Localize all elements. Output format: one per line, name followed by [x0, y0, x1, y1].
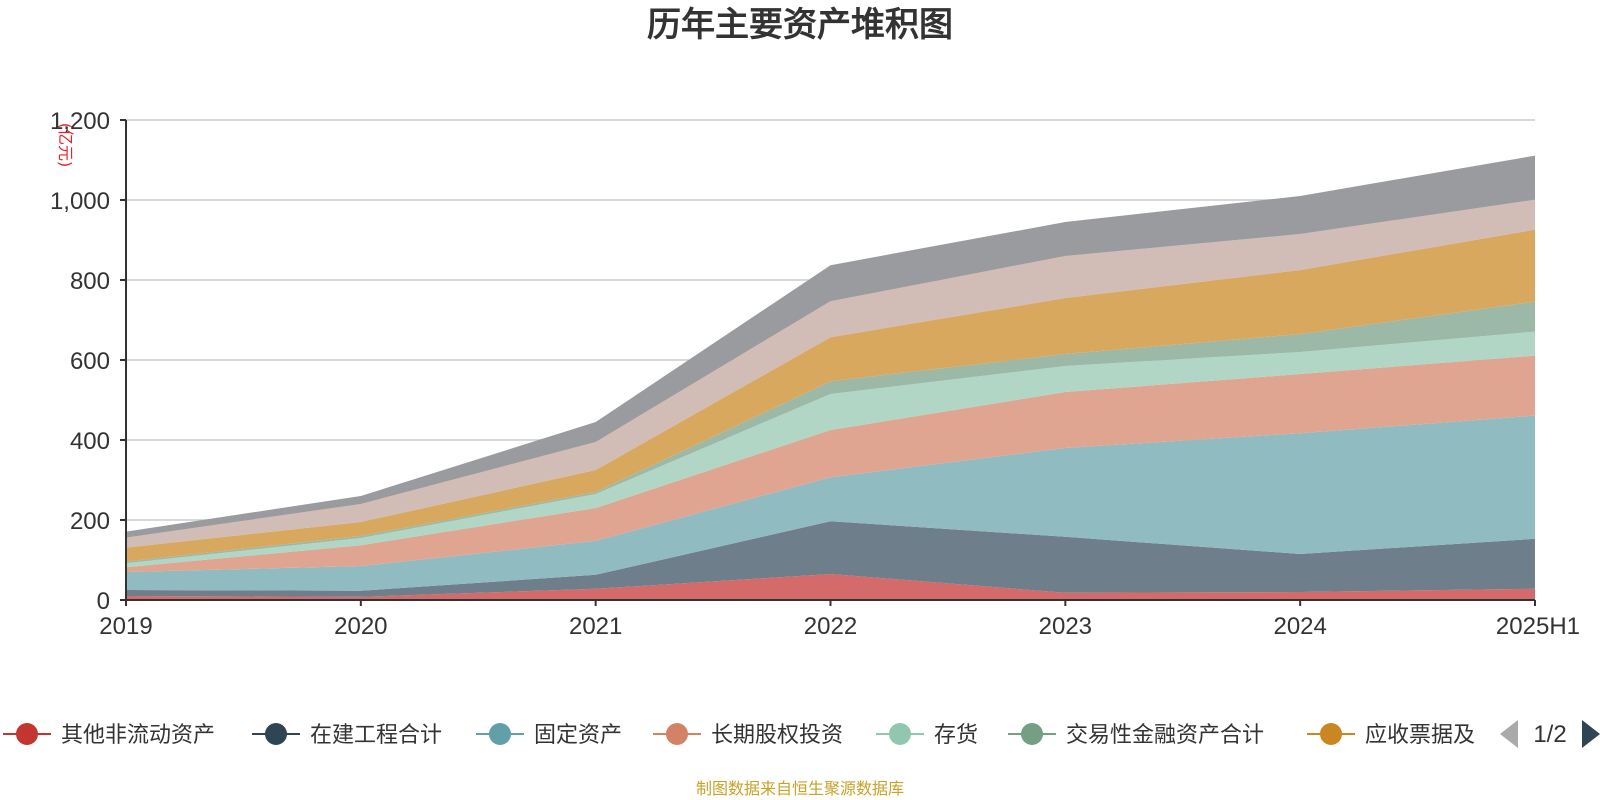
legend-item[interactable]: 应收票据及	[1307, 723, 1475, 748]
legend-prev-icon[interactable]	[1500, 720, 1518, 748]
area-series-9	[126, 155, 1535, 538]
area-series-4	[126, 355, 1535, 572]
legend-pager: 1/2	[1500, 720, 1600, 748]
x-tick-label: 2022	[804, 613, 857, 640]
axes	[120, 119, 1536, 606]
legend-page-indicator: 1/2	[1533, 721, 1566, 748]
data-source-note: 制图数据来自恒生聚源数据库	[696, 779, 904, 798]
legend-item[interactable]: 长期股权投资	[653, 723, 843, 748]
legend-marker-icon	[1320, 723, 1342, 745]
legend-label: 交易性金融资产合计	[1066, 723, 1264, 748]
y-tick-label: 200	[70, 508, 110, 535]
legend-item[interactable]: 在建工程合计	[252, 723, 442, 748]
legend-marker-icon	[16, 723, 38, 745]
x-axis-tick-labels: 2019 2020 2021 2022 2023 2024 2025H1	[99, 613, 1580, 640]
y-tick-label: 400	[70, 428, 110, 455]
y-tick-label: 600	[70, 348, 110, 375]
x-tick-label: 2025H1	[1496, 613, 1580, 640]
legend-marker-icon	[489, 723, 511, 745]
chart-title: 历年主要资产堆积图	[647, 5, 953, 45]
legend-label: 其他非流动资产	[61, 723, 215, 748]
legend-item[interactable]: 其他非流动资产	[3, 723, 215, 748]
y-tick-label: 1,200	[50, 108, 110, 135]
area-series-2	[126, 521, 1535, 597]
x-tick-label: 2024	[1273, 613, 1326, 640]
legend-label: 在建工程合计	[310, 723, 442, 748]
legend-label: 固定资产	[534, 723, 622, 748]
legend-marker-icon	[666, 723, 688, 745]
legend-next-icon[interactable]	[1582, 720, 1600, 748]
y-tick-label: 0	[97, 588, 110, 615]
y-tick-label: 1,000	[50, 188, 110, 215]
x-tick-label: 2019	[99, 613, 152, 640]
x-tick-label: 2020	[334, 613, 387, 640]
legend: 其他非流动资产 在建工程合计 固定资产 长期股权投资 存货 交易性金融资产合计 应收票据及	[3, 723, 1475, 748]
legend-label: 长期股权投资	[711, 723, 843, 748]
y-axis-unit: (亿元)	[56, 123, 75, 168]
x-tick-label: 2021	[569, 613, 622, 640]
area-series-3	[126, 415, 1535, 591]
x-tick-label: 2023	[1039, 613, 1092, 640]
legend-item[interactable]: 存货	[876, 723, 978, 748]
y-axis-tick-labels: 0 200 400 600 800 1,000 1,200	[50, 108, 110, 615]
area-series-5	[126, 331, 1535, 568]
area-series-8	[126, 199, 1535, 548]
legend-item[interactable]: 交易性金融资产合计	[1008, 723, 1264, 748]
area-series-7	[126, 229, 1535, 562]
legend-marker-icon	[889, 723, 911, 745]
legend-marker-icon	[1021, 723, 1043, 745]
legend-label: 应收票据及	[1365, 723, 1475, 748]
legend-marker-icon	[265, 723, 287, 745]
area-series-1	[126, 574, 1535, 600]
legend-item[interactable]: 固定资产	[476, 723, 622, 748]
legend-label: 存货	[934, 723, 978, 748]
area-series	[126, 155, 1535, 600]
y-tick-label: 800	[70, 268, 110, 295]
area-series-6	[126, 301, 1535, 564]
